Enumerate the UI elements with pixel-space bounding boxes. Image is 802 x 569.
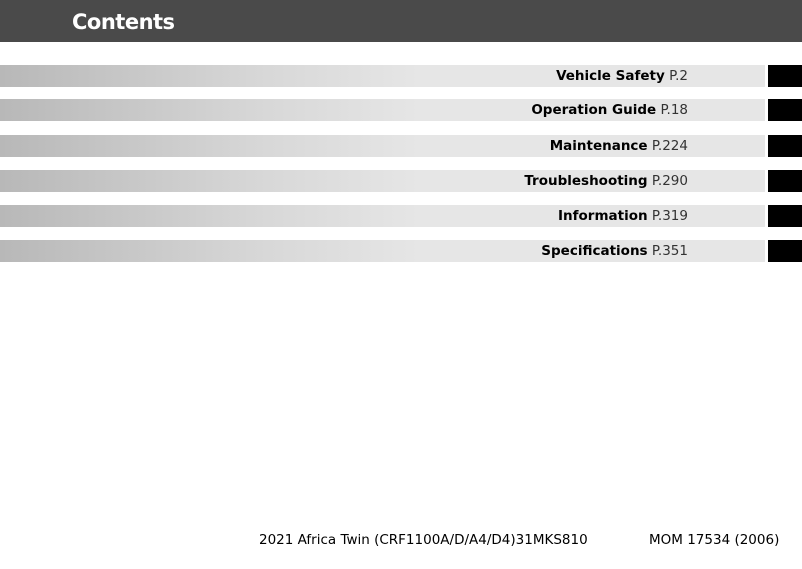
section-tab[interactable] — [768, 205, 802, 227]
section-tab[interactable] — [768, 170, 802, 192]
page-title: Contents — [72, 10, 175, 34]
entry-page: P.290 — [651, 173, 688, 189]
entry-label: Troubleshooting — [524, 173, 648, 189]
entry-label: Maintenance — [549, 138, 648, 154]
toc-entry-information[interactable]: Information P.319 — [0, 205, 765, 227]
section-tab[interactable] — [768, 240, 802, 262]
toc-entry-vehicle-safety[interactable]: Vehicle Safety P.2 — [0, 65, 765, 87]
header-bar: Contents — [0, 0, 802, 42]
entry-page: P.18 — [660, 102, 688, 118]
section-tab[interactable] — [768, 99, 802, 121]
entry-page: P.319 — [651, 208, 688, 224]
section-tab[interactable] — [768, 135, 802, 157]
toc-entry-maintenance[interactable]: Maintenance P.224 — [0, 135, 765, 157]
footer-code: MOM 17534 (2006) — [649, 532, 780, 548]
entry-page: P.2 — [669, 68, 688, 84]
toc-entry-operation-guide[interactable]: Operation Guide P.18 — [0, 99, 765, 121]
entry-page: P.224 — [651, 138, 688, 154]
entry-label: Operation Guide — [531, 102, 657, 118]
entry-page: P.351 — [651, 243, 688, 259]
entry-label: Vehicle Safety — [556, 68, 665, 84]
section-tab[interactable] — [768, 65, 802, 87]
entry-label: Specifications — [541, 243, 648, 259]
toc-entry-troubleshooting[interactable]: Troubleshooting P.290 — [0, 170, 765, 192]
footer-model: 2021 Africa Twin (CRF1100A/D/A4/D4)31MKS… — [259, 532, 588, 548]
toc-entry-specifications[interactable]: Specifications P.351 — [0, 240, 765, 262]
entry-label: Information — [558, 208, 648, 224]
